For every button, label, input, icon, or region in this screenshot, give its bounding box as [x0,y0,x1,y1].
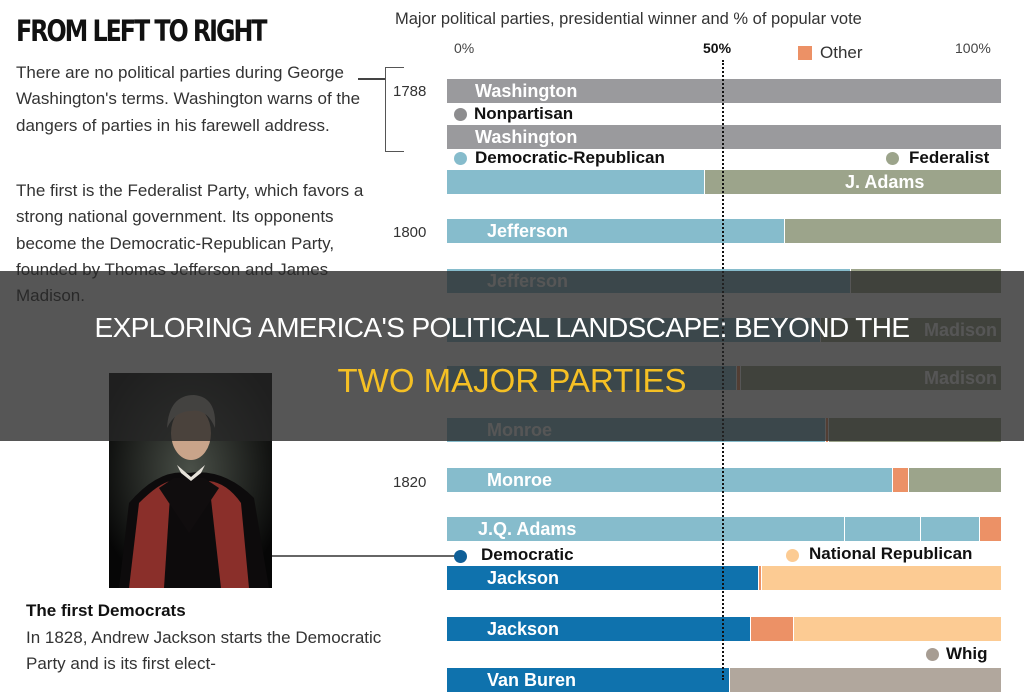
year-label-1788: 1788 [393,83,427,100]
title-banner [0,271,1024,441]
tick-label-50: 50% [703,40,732,56]
legend-national-republican-dot [786,549,799,562]
year-label-1820: 1820 [393,474,427,491]
bar-winner-label: J. Adams [845,172,925,192]
legend-other-swatch [798,46,812,60]
bar-winner-label: Jackson [487,619,560,639]
bar-segment-other [759,566,762,590]
bar-segment-other [751,617,794,641]
legend-other-label: Other [820,43,863,62]
bar-winner-label: Jackson [487,568,560,588]
bar-segment-nonpartisan [447,125,1001,149]
year-label-1800: 1800 [393,224,427,241]
bar-winner-label: Van Buren [487,670,577,690]
bar-segment-democratic [447,566,759,590]
portrait-connector-line [272,555,458,557]
legend-whig-dot [926,648,939,661]
caption-text: In 1828, Andrew Jackson starts the Democ… [26,628,382,673]
bar-segment-national-republican [762,566,1001,590]
bar-segment-federalist [784,219,1001,243]
banner-title-line1: EXPLORING AMERICA'S POLITICAL LANDSCAPE:… [94,312,911,343]
bar-segment-democratic-republican [447,468,892,492]
legend-democratic-republican-dot [454,152,467,165]
bracket [385,67,404,152]
legend-democratic: Democratic [481,545,574,564]
bar-winner-label: J.Q. Adams [478,519,577,539]
bar-segment-other [892,468,908,492]
bar-segment-democratic-republican [447,170,705,194]
bar-segment-other [979,517,1001,541]
bar-winner-label: Jefferson [487,221,569,241]
bar-segment-democratic-republican [921,517,979,541]
bar-segment-whig [729,668,1001,692]
bar-winner-label: Washington [475,127,578,147]
legend-nonpartisan: Nonpartisan [474,104,574,123]
bar-segment-democratic-republican [447,517,845,541]
bar-segment-democratic [447,617,751,641]
tick-label-0: 0% [454,40,475,56]
bar-segment-nonpartisan [447,79,1001,103]
legend-whig: Whig [946,644,988,663]
legend-democratic-dot [454,550,467,563]
intro-paragraph: There are no political parties during Ge… [16,63,361,135]
bar-segment-democratic-republican [845,517,921,541]
bar-winner-label: Monroe [487,470,552,490]
bar-segment-democratic-republican [447,219,784,243]
caption-heading: The first Democrats [26,601,186,620]
bracket-line [358,78,386,80]
legend-national-republican: National Republican [809,544,973,563]
chart-title: Major political parties, presidential wi… [395,10,862,28]
bar-segment-federalist [705,170,1001,194]
banner-title-line2: TWO MAJOR PARTIES [337,362,687,399]
legend-federalist-dot [886,152,899,165]
bar-segment-federalist [908,468,1001,492]
bar-winner-label: Washington [475,81,578,101]
tick-label-100: 100% [955,40,991,56]
legend-federalist: Federalist [909,148,990,167]
legend-nonpartisan-dot [454,108,467,121]
legend-democratic-republican: Democratic-Republican [475,148,665,167]
section-title: FROM LEFT TO RIGHT [16,14,268,48]
bar-segment-national-republican [794,617,1001,641]
